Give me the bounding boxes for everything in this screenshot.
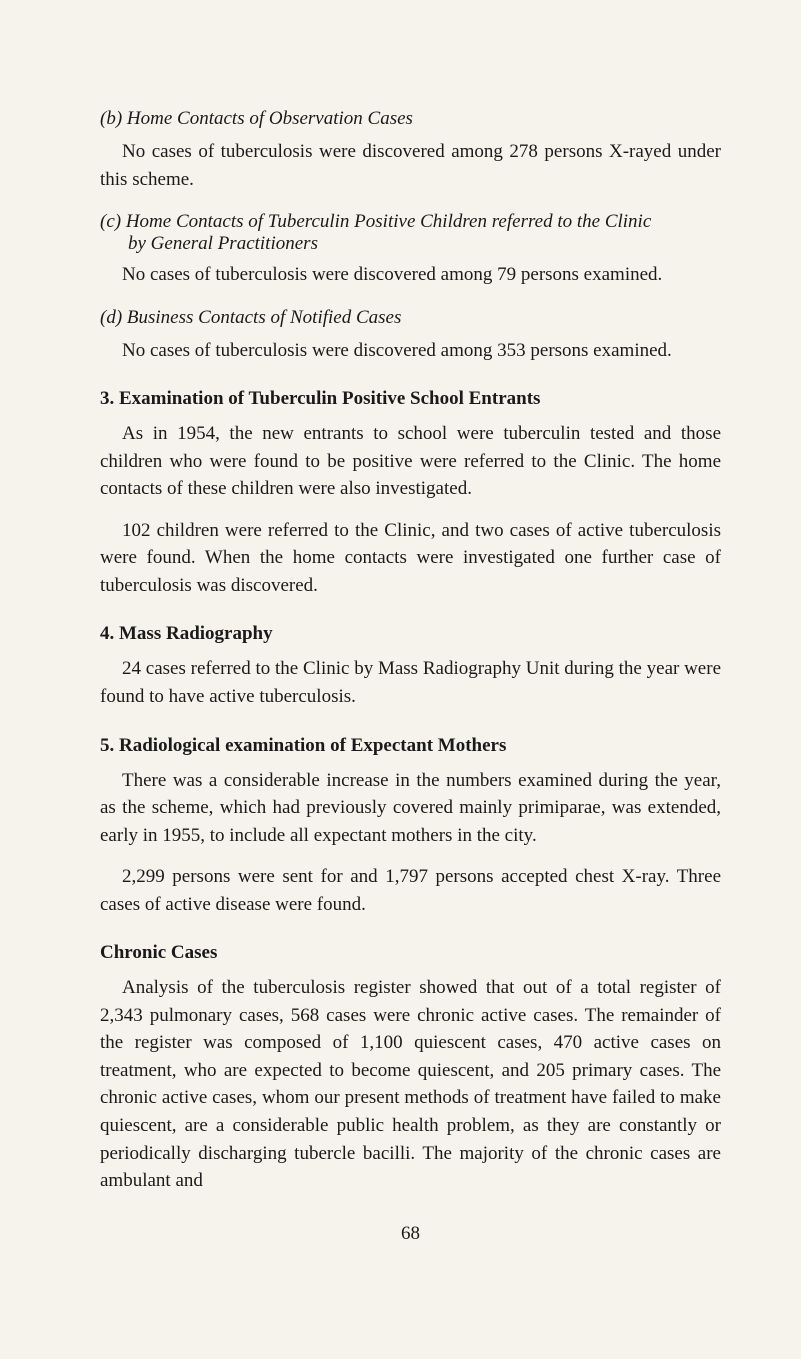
section-c-heading: (c) Home Contacts of Tuberculin Positive… — [100, 211, 721, 255]
section-b-body: No cases of tuberculosis were discovered… — [100, 138, 721, 193]
section-d-body: No cases of tuberculosis were discovered… — [100, 337, 721, 365]
section-5-para1: There was a considerable increase in the… — [100, 767, 721, 850]
section-c-heading-line1: (c) Home Contacts of Tuberculin Positive… — [100, 211, 651, 232]
section-3-para2: 102 children were referred to the Clinic… — [100, 517, 721, 600]
document-page: (b) Home Contacts of Observation Cases N… — [0, 0, 801, 1285]
section-b-heading: (b) Home Contacts of Observation Cases — [100, 108, 721, 130]
section-3-para1: As in 1954, the new entrants to school w… — [100, 420, 721, 503]
page-number: 68 — [100, 1223, 721, 1245]
section-5-para2: 2,299 persons were sent for and 1,797 pe… — [100, 863, 721, 918]
section-4-heading: 4. Mass Radiography — [100, 623, 721, 645]
section-c-heading-line2: by General Practitioners — [128, 233, 721, 255]
section-5-heading: 5. Radiological examination of Expectant… — [100, 735, 721, 757]
chronic-body: Analysis of the tuberculosis register sh… — [100, 974, 721, 1194]
section-4-body: 24 cases referred to the Clinic by Mass … — [100, 655, 721, 710]
section-c-body: No cases of tuberculosis were discovered… — [100, 261, 721, 289]
chronic-heading: Chronic Cases — [100, 942, 721, 964]
section-d-heading: (d) Business Contacts of Notified Cases — [100, 307, 721, 329]
section-3-heading: 3. Examination of Tuberculin Positive Sc… — [100, 388, 721, 410]
